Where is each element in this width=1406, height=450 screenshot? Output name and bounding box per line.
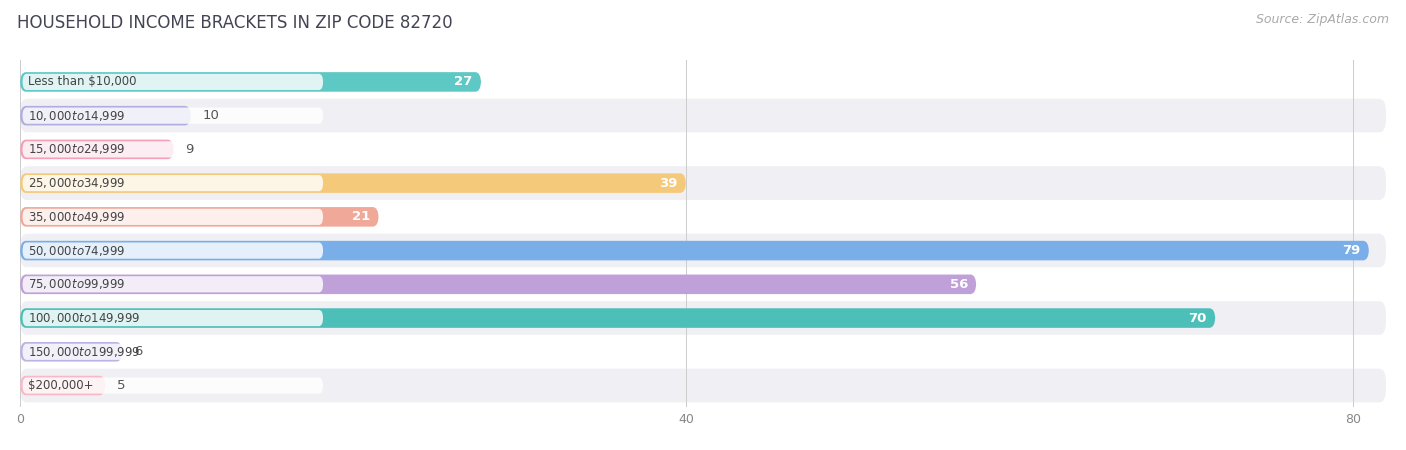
Text: $75,000 to $99,999: $75,000 to $99,999 (28, 277, 125, 291)
FancyBboxPatch shape (20, 376, 105, 395)
FancyBboxPatch shape (22, 344, 323, 360)
Text: $100,000 to $149,999: $100,000 to $149,999 (28, 311, 141, 325)
FancyBboxPatch shape (20, 207, 378, 227)
FancyBboxPatch shape (22, 276, 323, 292)
FancyBboxPatch shape (20, 267, 1386, 301)
FancyBboxPatch shape (20, 274, 976, 294)
FancyBboxPatch shape (22, 175, 323, 191)
Text: 9: 9 (186, 143, 194, 156)
FancyBboxPatch shape (22, 310, 323, 326)
Text: $50,000 to $74,999: $50,000 to $74,999 (28, 243, 125, 257)
FancyBboxPatch shape (20, 106, 191, 126)
Text: $25,000 to $34,999: $25,000 to $34,999 (28, 176, 125, 190)
FancyBboxPatch shape (20, 369, 1386, 402)
Text: 6: 6 (134, 345, 142, 358)
FancyBboxPatch shape (20, 200, 1386, 234)
Text: 70: 70 (1188, 311, 1206, 324)
FancyBboxPatch shape (22, 378, 323, 394)
Text: $200,000+: $200,000+ (28, 379, 93, 392)
FancyBboxPatch shape (20, 132, 1386, 166)
FancyBboxPatch shape (20, 335, 1386, 369)
FancyBboxPatch shape (22, 108, 323, 124)
FancyBboxPatch shape (20, 99, 1386, 132)
Text: 79: 79 (1343, 244, 1361, 257)
FancyBboxPatch shape (20, 241, 1369, 261)
Text: 39: 39 (659, 176, 678, 189)
Text: Less than $10,000: Less than $10,000 (28, 76, 136, 89)
FancyBboxPatch shape (20, 72, 481, 92)
FancyBboxPatch shape (20, 140, 174, 159)
FancyBboxPatch shape (20, 173, 686, 193)
Text: 21: 21 (352, 210, 370, 223)
FancyBboxPatch shape (20, 65, 1386, 99)
Text: $35,000 to $49,999: $35,000 to $49,999 (28, 210, 125, 224)
Text: 56: 56 (949, 278, 967, 291)
Text: 5: 5 (117, 379, 125, 392)
FancyBboxPatch shape (22, 74, 323, 90)
Text: $10,000 to $14,999: $10,000 to $14,999 (28, 108, 125, 123)
Text: HOUSEHOLD INCOME BRACKETS IN ZIP CODE 82720: HOUSEHOLD INCOME BRACKETS IN ZIP CODE 82… (17, 14, 453, 32)
Text: $15,000 to $24,999: $15,000 to $24,999 (28, 142, 125, 157)
Text: 10: 10 (202, 109, 219, 122)
FancyBboxPatch shape (20, 166, 1386, 200)
FancyBboxPatch shape (20, 308, 1215, 328)
FancyBboxPatch shape (20, 301, 1386, 335)
FancyBboxPatch shape (22, 243, 323, 259)
Text: Source: ZipAtlas.com: Source: ZipAtlas.com (1256, 14, 1389, 27)
FancyBboxPatch shape (20, 342, 122, 361)
Text: 27: 27 (454, 76, 472, 89)
FancyBboxPatch shape (20, 234, 1386, 267)
Text: $150,000 to $199,999: $150,000 to $199,999 (28, 345, 141, 359)
FancyBboxPatch shape (22, 141, 323, 158)
FancyBboxPatch shape (22, 209, 323, 225)
